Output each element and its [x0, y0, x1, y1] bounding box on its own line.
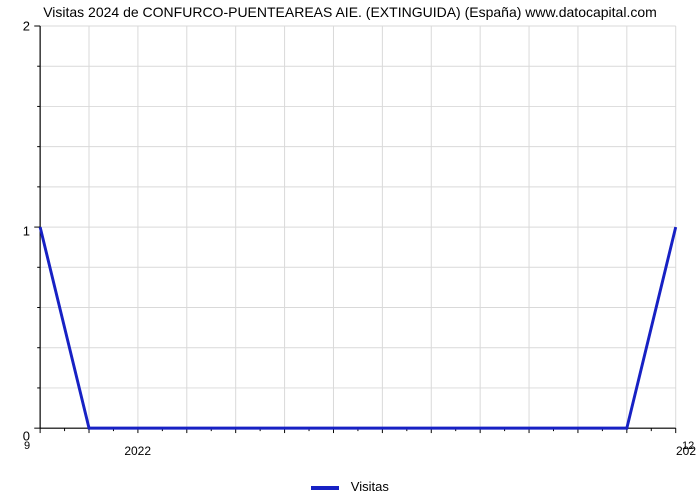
y-tick-label: 1 [23, 224, 30, 239]
chart-title: Visitas 2024 de CONFURCO-PUENTEAREAS AIE… [0, 4, 700, 20]
chart-area [38, 26, 686, 436]
legend-swatch [311, 486, 339, 490]
x-tick-label: 2022 [124, 444, 151, 458]
y-tick-label: 2 [23, 19, 30, 34]
legend-label: Visitas [351, 479, 389, 494]
corner-label-bottom-right: 12 [682, 440, 694, 452]
corner-label-bottom-left: 9 [24, 440, 30, 452]
legend: Visitas [0, 479, 700, 494]
chart-svg [30, 26, 678, 436]
